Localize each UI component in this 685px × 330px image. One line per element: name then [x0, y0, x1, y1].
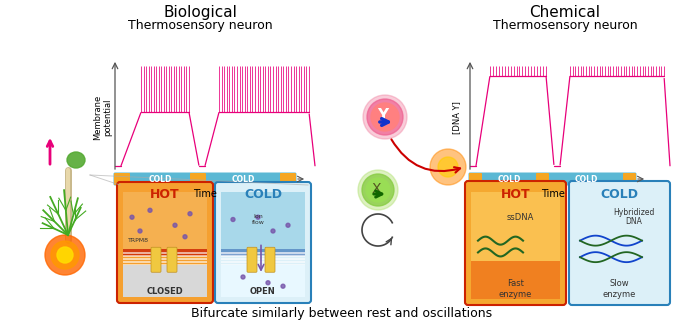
FancyBboxPatch shape	[114, 173, 297, 185]
Ellipse shape	[173, 223, 177, 227]
FancyBboxPatch shape	[469, 173, 636, 185]
Ellipse shape	[362, 174, 394, 206]
FancyBboxPatch shape	[215, 182, 311, 303]
Bar	[123, 192, 207, 252]
Ellipse shape	[281, 284, 285, 288]
Ellipse shape	[271, 229, 275, 233]
Bar	[221, 252, 305, 253]
Bar	[221, 261, 305, 262]
Ellipse shape	[363, 95, 407, 139]
Ellipse shape	[183, 235, 187, 239]
Ellipse shape	[430, 149, 466, 185]
Bar	[221, 258, 305, 259]
Text: COLD: COLD	[574, 175, 598, 183]
Bar	[123, 249, 207, 256]
FancyBboxPatch shape	[247, 247, 257, 272]
Text: ssDNA: ssDNA	[507, 213, 534, 221]
Text: COLD: COLD	[232, 175, 255, 183]
Text: Membrane
potential: Membrane potential	[93, 95, 113, 140]
Bar	[123, 252, 207, 253]
Ellipse shape	[188, 212, 192, 216]
Text: X: X	[371, 182, 381, 196]
Ellipse shape	[366, 178, 390, 202]
FancyBboxPatch shape	[623, 173, 636, 185]
Bar	[221, 255, 305, 256]
Text: Bifurcate similarly between rest and oscillations: Bifurcate similarly between rest and osc…	[191, 307, 493, 320]
Text: HOT: HOT	[150, 188, 179, 202]
Ellipse shape	[138, 229, 142, 233]
FancyBboxPatch shape	[167, 247, 177, 272]
Text: HOT: HOT	[501, 187, 530, 201]
Text: Thermosensory neuron: Thermosensory neuron	[127, 19, 273, 32]
Text: Time: Time	[540, 189, 564, 199]
Text: CLOSED: CLOSED	[147, 287, 184, 296]
Text: [DNA Y]: [DNA Y]	[453, 101, 462, 134]
Text: COLD: COLD	[601, 187, 638, 201]
Ellipse shape	[148, 208, 152, 212]
Ellipse shape	[231, 217, 235, 221]
Ellipse shape	[67, 152, 85, 168]
Ellipse shape	[130, 215, 134, 219]
Text: OPEN: OPEN	[250, 287, 276, 296]
Text: COLD: COLD	[244, 188, 282, 202]
Text: COLD: COLD	[497, 175, 521, 183]
Bar	[221, 265, 305, 297]
Bar	[123, 264, 207, 266]
Text: Ion
flow: Ion flow	[252, 214, 265, 225]
FancyBboxPatch shape	[280, 173, 296, 185]
FancyBboxPatch shape	[265, 247, 275, 272]
Ellipse shape	[266, 281, 270, 285]
Bar	[221, 264, 305, 266]
Ellipse shape	[358, 170, 398, 210]
Bar	[123, 261, 207, 262]
Text: Y: Y	[377, 108, 388, 122]
Bar	[221, 192, 305, 252]
FancyBboxPatch shape	[469, 173, 482, 185]
Ellipse shape	[371, 103, 399, 131]
FancyBboxPatch shape	[190, 173, 206, 185]
Bar	[471, 261, 560, 299]
FancyBboxPatch shape	[465, 181, 566, 305]
Ellipse shape	[57, 247, 73, 263]
Ellipse shape	[438, 157, 458, 177]
Text: Biological: Biological	[163, 5, 237, 20]
FancyBboxPatch shape	[569, 181, 670, 305]
Ellipse shape	[367, 99, 403, 135]
Text: TRPM8: TRPM8	[128, 238, 149, 243]
Ellipse shape	[51, 241, 79, 269]
FancyBboxPatch shape	[117, 182, 213, 303]
Text: Slow
enzyme: Slow enzyme	[603, 279, 636, 299]
Bar	[123, 265, 207, 297]
Ellipse shape	[286, 223, 290, 227]
Text: Thermosensory neuron: Thermosensory neuron	[493, 19, 637, 32]
FancyBboxPatch shape	[536, 173, 549, 185]
Text: COLD: COLD	[149, 175, 172, 183]
Text: Chemical: Chemical	[530, 5, 601, 20]
FancyBboxPatch shape	[114, 173, 130, 185]
FancyBboxPatch shape	[151, 247, 161, 272]
Bar	[123, 258, 207, 259]
Ellipse shape	[256, 215, 260, 219]
Ellipse shape	[45, 235, 85, 275]
Text: Hybridized
DNA: Hybridized DNA	[613, 208, 654, 226]
Bar	[123, 255, 207, 256]
Bar	[221, 249, 305, 256]
Ellipse shape	[241, 275, 245, 279]
Bar	[471, 192, 560, 261]
Text: Fast
enzyme: Fast enzyme	[499, 279, 532, 299]
Text: Time: Time	[193, 189, 217, 199]
